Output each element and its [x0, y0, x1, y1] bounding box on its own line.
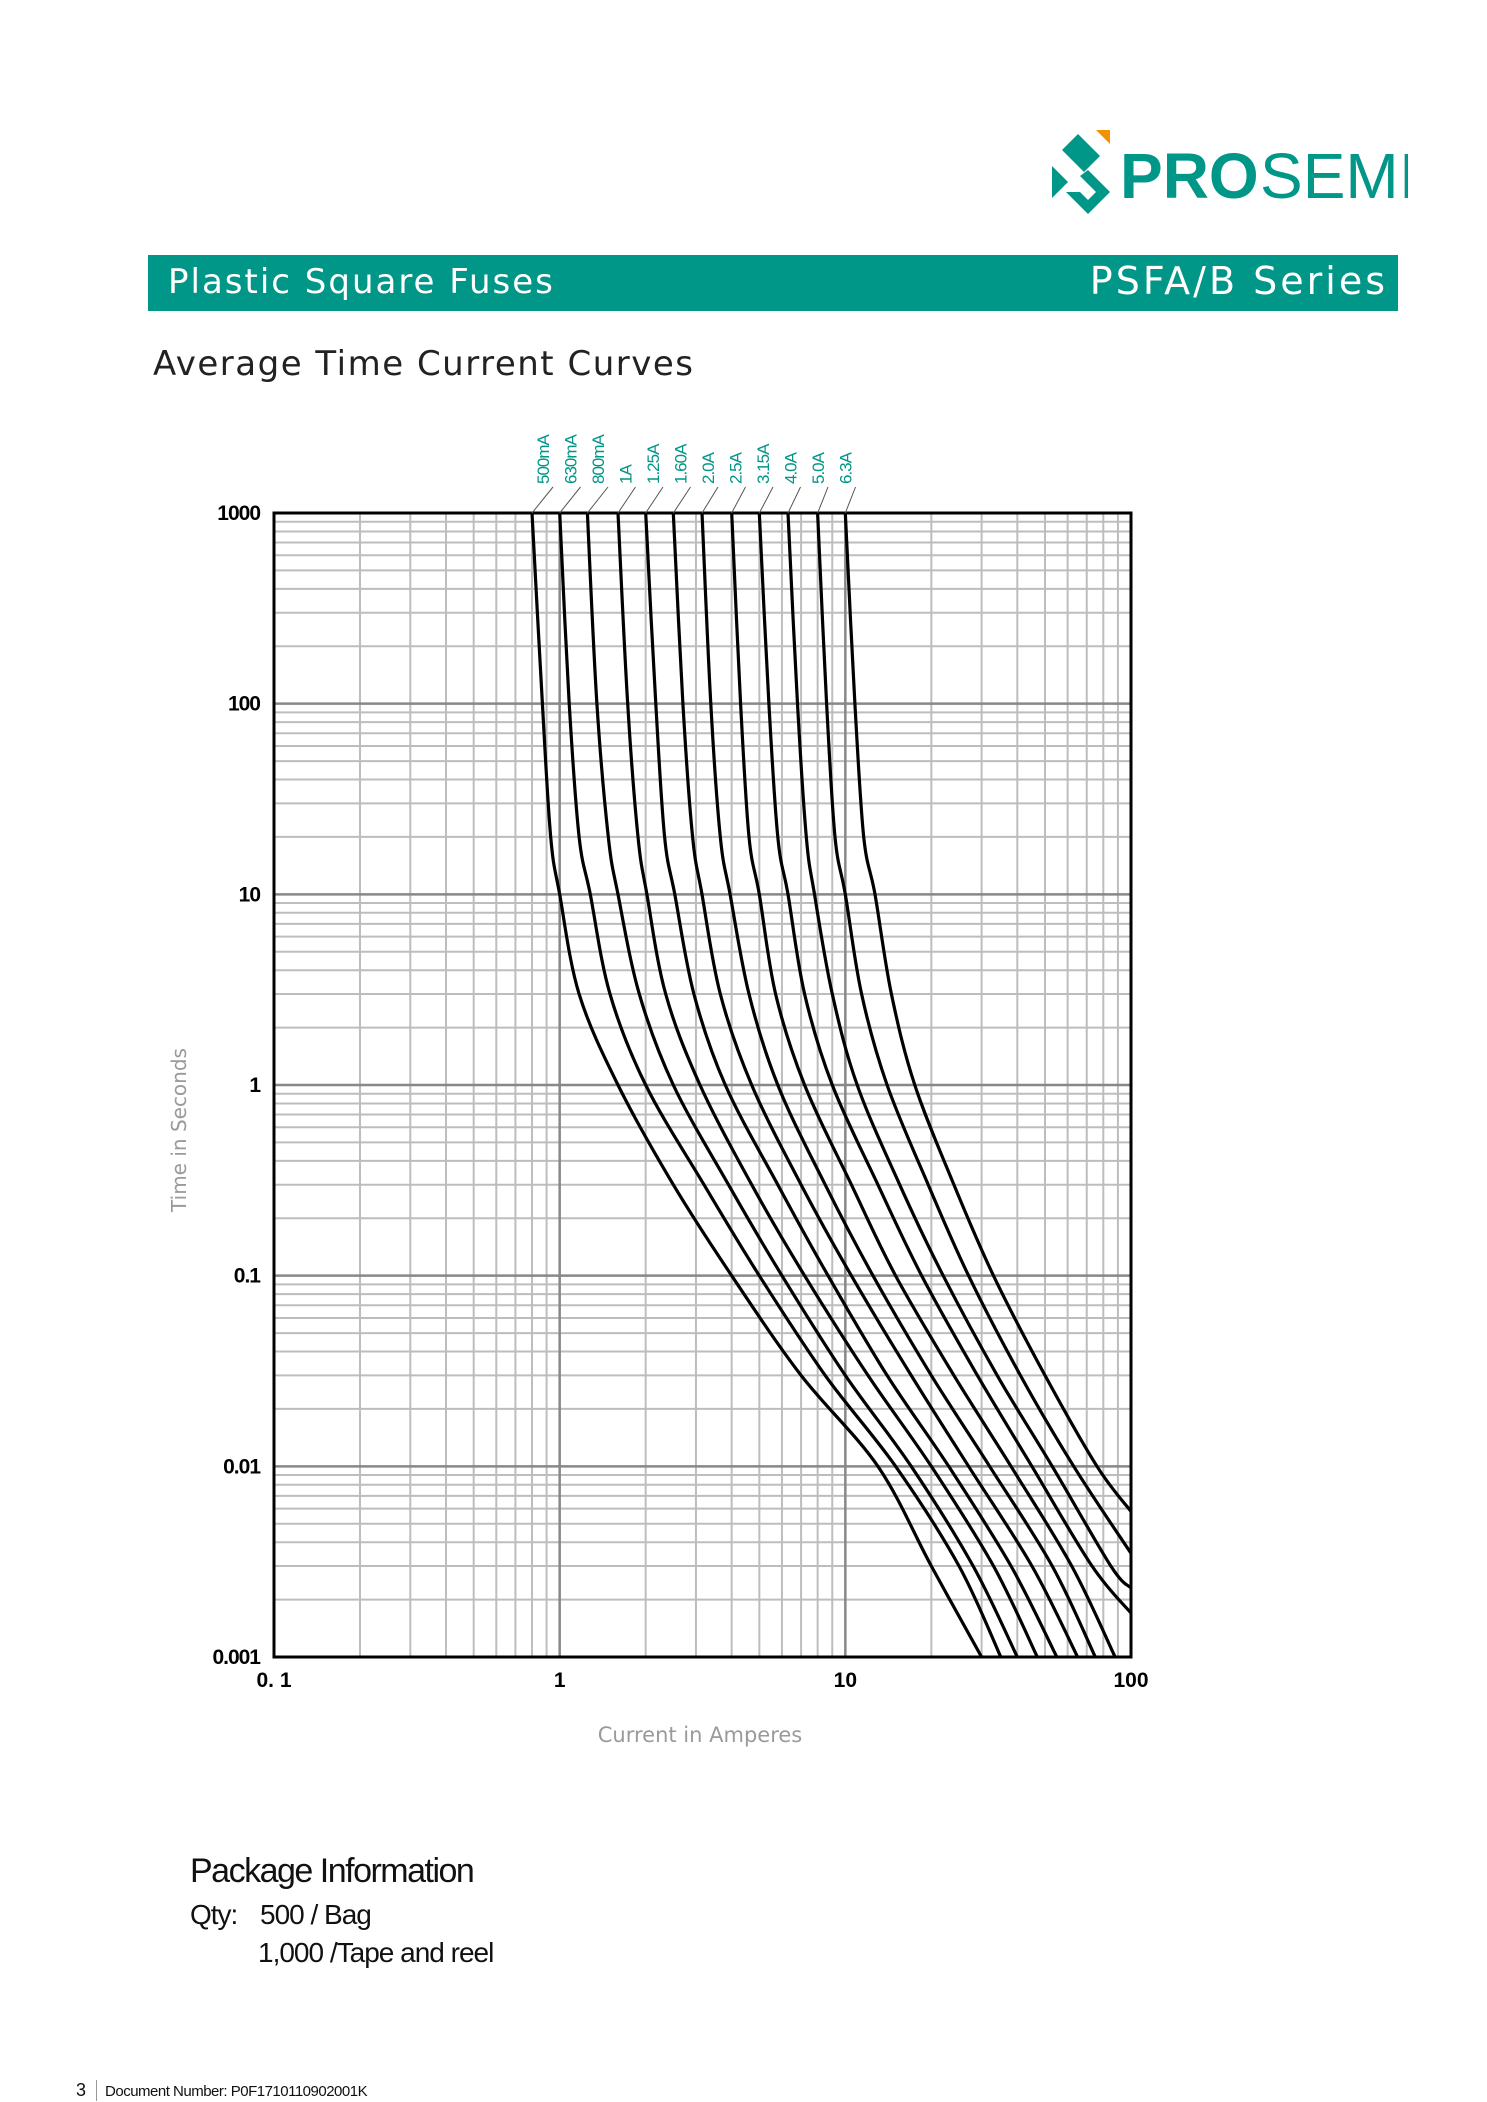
package-title: Package Information	[190, 1852, 475, 1890]
curve-3.15A	[757, 512, 1133, 1615]
curve-5.0A	[816, 512, 1133, 1555]
qty-row: Qty: 500 / Bag	[190, 1899, 493, 1931]
footer: 3 Document Number: P0F1710110902001K	[76, 2080, 368, 2101]
y-tick-label: 0.01	[223, 1455, 261, 1478]
y-tick-label: 100	[228, 693, 260, 716]
y-tick-label: 10	[239, 883, 261, 906]
curve-1.25A	[644, 512, 1059, 1658]
curve-1A	[616, 512, 1039, 1658]
curve-labels: 500mA 630mA 800mA 1A 1.25A 1.60A 2.0A 2.5A 3.15A…	[531, 433, 856, 514]
curve-label-1.25A: 1.25A	[644, 443, 663, 484]
curve-label-leader	[645, 486, 664, 514]
x-tick-label: 100	[1113, 1669, 1148, 1692]
x-tick-labels: 0. 1 1 10 100	[256, 1669, 1148, 1692]
y-tick-label: 0.1	[234, 1265, 262, 1288]
qty-value-reel: 1,000 /Tape and reel	[258, 1937, 494, 1968]
curve-label-leader	[559, 486, 581, 514]
prosemi-logo-mark: PRO SEMI	[1052, 130, 1416, 214]
x-tick-label: 1	[554, 1669, 566, 1692]
x-tick-label: 10	[834, 1669, 857, 1692]
curve-label-500mA: 500mA	[534, 433, 553, 484]
curves	[530, 512, 1133, 1658]
y-tick-label: 1000	[217, 502, 260, 525]
x-axis-label: Current in Amperes	[598, 1723, 802, 1747]
curve-630mA	[558, 512, 1003, 1658]
curve-label-leader	[787, 486, 801, 514]
curve-4.0A	[786, 512, 1133, 1590]
curve-6.3A	[843, 512, 1133, 1513]
curve-label-leader	[817, 486, 829, 514]
y-tick-labels: 1000 100 10 1 0.1 0.01 0.001	[212, 502, 262, 1669]
curve-label-leader	[844, 486, 856, 514]
curve-label-4.0A: 4.0A	[782, 451, 801, 484]
y-axis-label: Time in Seconds	[167, 1048, 191, 1213]
curve-label-800mA: 800mA	[589, 433, 608, 484]
curve-label-5.0A: 5.0A	[809, 451, 828, 484]
curve-label-leader	[758, 486, 774, 514]
y-tick-label: 0.001	[212, 1646, 261, 1669]
curve-label-leader	[531, 486, 554, 514]
chart-title: Average Time Current Curves	[153, 344, 695, 384]
package-info: Package Information Qty: 500 / Bag 1,000 …	[190, 1852, 494, 1969]
curve-label-2.0A: 2.0A	[699, 451, 718, 484]
curve-label-1A: 1A	[617, 464, 636, 484]
qty-value-bag: 500 / Bag	[260, 1899, 372, 1930]
header-product-type: Plastic Square Fuses	[168, 262, 555, 302]
curve-label-leader	[731, 486, 746, 514]
qty-label: Qty:	[190, 1899, 238, 1930]
logo-text-bold: PRO	[1120, 140, 1259, 212]
y-tick-label: 1	[249, 1074, 261, 1097]
header-series: PSFA/B Series	[1089, 259, 1388, 303]
x-tick-label: 0. 1	[256, 1669, 291, 1692]
curve-label-2.5A: 2.5A	[727, 451, 746, 484]
page-number: 3	[76, 2080, 98, 2101]
curve-2.0A	[700, 512, 1097, 1658]
curve-label-3.15A: 3.15A	[754, 443, 773, 484]
curve-1.60A	[671, 512, 1080, 1658]
prosemi-logo: PRO SEMI	[1048, 126, 1416, 226]
curve-500mA	[530, 512, 984, 1658]
logo-text-light: SEMI	[1260, 140, 1408, 212]
curve-2.5A	[730, 512, 1117, 1658]
curve-800mA	[585, 512, 1019, 1658]
curve-label-leader	[586, 486, 609, 514]
curve-label-leader	[617, 486, 636, 514]
curve-label-630mA: 630mA	[562, 433, 581, 484]
header-bar: Plastic Square Fuses PSFA/B Series	[148, 255, 1398, 311]
curve-label-6.3A: 6.3A	[837, 451, 856, 484]
curve-label-leader	[701, 486, 719, 514]
curve-label-1.60A: 1.60A	[672, 443, 691, 484]
curve-label-leader	[672, 486, 691, 514]
document-number: Document Number: P0F1710110902001K	[105, 2083, 368, 2100]
